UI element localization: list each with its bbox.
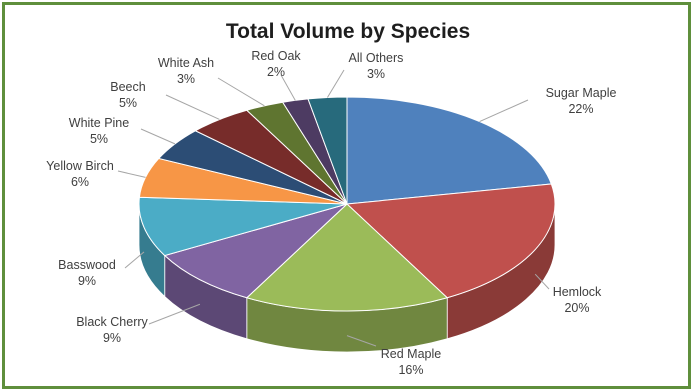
leader-line-sugar-maple: [479, 99, 529, 123]
leader-line-black-cherry: [148, 303, 201, 325]
data-value-basswood: 9%: [78, 274, 96, 288]
leader-line-red-maple: [346, 335, 377, 347]
leader-line-white-pine: [140, 128, 176, 145]
data-value-red-oak: 2%: [267, 65, 285, 79]
data-label-white-ash: White Ash: [158, 56, 214, 70]
data-label-all-others: All Others: [349, 51, 404, 65]
data-label-red-oak: Red Oak: [251, 49, 301, 63]
data-label-sugar-maple: Sugar Maple: [546, 86, 617, 100]
data-label-basswood: Basswood: [58, 258, 116, 272]
leader-line-red-oak: [280, 74, 296, 101]
data-label-yellow-birch: Yellow Birch: [46, 159, 114, 173]
data-value-beech: 5%: [119, 96, 137, 110]
data-value-black-cherry: 9%: [103, 331, 121, 345]
data-value-white-ash: 3%: [177, 72, 195, 86]
leader-line-all-others: [326, 69, 345, 98]
data-label-white-pine: White Pine: [69, 116, 129, 130]
data-label-hemlock: Hemlock: [553, 285, 602, 299]
leader-line-white-ash: [217, 77, 265, 107]
data-value-yellow-birch: 6%: [71, 175, 89, 189]
data-label-black-cherry: Black Cherry: [76, 315, 148, 329]
pie-slice-hemlock: [345, 183, 556, 299]
pie-slice-black-cherry: [163, 203, 348, 299]
leader-line-beech: [165, 94, 220, 120]
pie-slice-red-maple: [245, 203, 449, 312]
pie-slice-basswood: [138, 196, 348, 257]
leader-line-basswood: [124, 251, 145, 269]
data-value-sugar-maple: 22%: [568, 102, 593, 116]
data-value-hemlock: 20%: [564, 301, 589, 315]
data-value-all-others: 3%: [367, 67, 385, 81]
data-value-white-pine: 5%: [90, 132, 108, 146]
chart-title: Total Volume by Species: [226, 20, 470, 43]
data-label-beech: Beech: [110, 80, 145, 94]
leader-line-hemlock: [534, 273, 550, 290]
data-value-red-maple: 16%: [398, 363, 423, 377]
leader-line-yellow-birch: [117, 170, 146, 178]
data-label-red-maple: Red Maple: [381, 347, 441, 361]
